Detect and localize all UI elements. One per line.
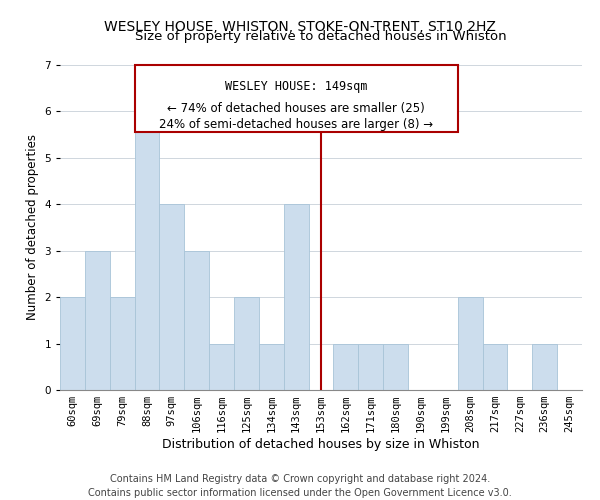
Bar — [234, 297, 259, 390]
Bar — [85, 250, 110, 390]
Text: WESLEY HOUSE: 149sqm: WESLEY HOUSE: 149sqm — [225, 80, 367, 93]
Title: Size of property relative to detached houses in Whiston: Size of property relative to detached ho… — [135, 30, 507, 43]
Bar — [110, 297, 134, 390]
X-axis label: Distribution of detached houses by size in Whiston: Distribution of detached houses by size … — [162, 438, 480, 451]
Bar — [334, 344, 358, 390]
Bar — [134, 112, 160, 390]
Bar — [134, 65, 458, 132]
Bar — [482, 344, 508, 390]
Bar — [209, 344, 234, 390]
Y-axis label: Number of detached properties: Number of detached properties — [26, 134, 39, 320]
Bar — [184, 250, 209, 390]
Bar — [284, 204, 308, 390]
Bar — [160, 204, 184, 390]
Bar — [259, 344, 284, 390]
Text: 24% of semi-detached houses are larger (8) →: 24% of semi-detached houses are larger (… — [159, 118, 433, 130]
Bar — [532, 344, 557, 390]
Text: Contains HM Land Registry data © Crown copyright and database right 2024.
Contai: Contains HM Land Registry data © Crown c… — [88, 474, 512, 498]
Bar — [383, 344, 408, 390]
Text: WESLEY HOUSE, WHISTON, STOKE-ON-TRENT, ST10 2HZ: WESLEY HOUSE, WHISTON, STOKE-ON-TRENT, S… — [104, 20, 496, 34]
Bar — [458, 297, 482, 390]
Bar — [358, 344, 383, 390]
Bar — [60, 297, 85, 390]
Text: ← 74% of detached houses are smaller (25): ← 74% of detached houses are smaller (25… — [167, 102, 425, 115]
